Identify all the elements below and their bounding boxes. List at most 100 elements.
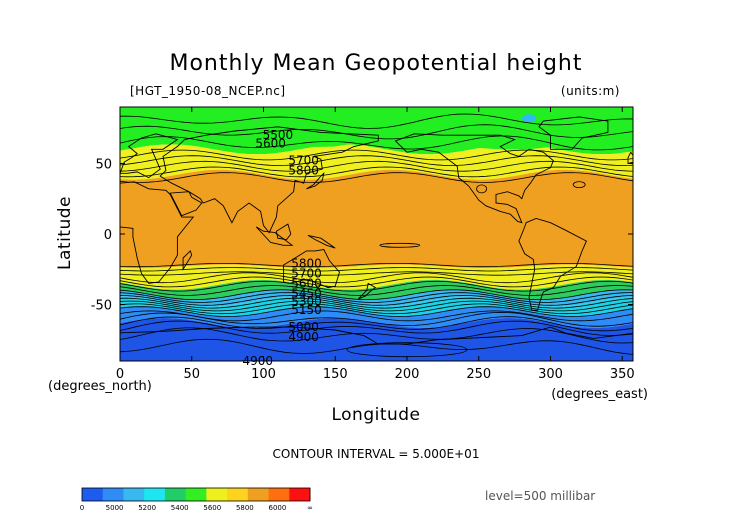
- colorbar-swatch: [123, 488, 145, 501]
- y-tick-label: -50: [91, 299, 112, 314]
- coastline: [182, 250, 193, 271]
- colorbar-tick-label: 0: [80, 504, 84, 512]
- x-tick-label: 150: [323, 367, 348, 382]
- contour-label: 5000: [288, 320, 319, 334]
- coastline: [306, 171, 325, 190]
- colorbar-tick-label: 5600: [203, 504, 221, 512]
- contour-line: [120, 311, 633, 327]
- contour-line: [120, 285, 633, 296]
- contour-label: 5700: [291, 267, 322, 281]
- colorbar-swatch: [227, 488, 249, 501]
- contour-label: 5450: [291, 286, 322, 300]
- contour-line: [120, 297, 633, 309]
- coastline: [159, 126, 379, 234]
- band-4900: [120, 318, 633, 361]
- units-label: (units:m): [561, 84, 620, 98]
- contour-line: [120, 155, 633, 167]
- plot-area: [120, 107, 633, 361]
- contour-labels: 5500560057005800580057005600545053005150…: [242, 128, 321, 368]
- coastline: [357, 282, 377, 300]
- colorbar: 0 5000 5200 5400 5600 5800 6000 ∞: [80, 487, 313, 512]
- colorbar-tick-label: ∞: [307, 504, 313, 512]
- contour-line: [120, 320, 633, 336]
- contour-line: [572, 181, 586, 189]
- contour-line: [120, 267, 633, 272]
- contour-label: 5800: [288, 164, 319, 178]
- contour-line: [476, 184, 488, 194]
- coastline: [307, 234, 336, 249]
- contour-label: 4900: [288, 330, 319, 344]
- x-tick-label: 0: [116, 367, 124, 382]
- contour-line: [120, 263, 633, 268]
- colorbar-swatch: [185, 488, 207, 501]
- x-tick-label: 200: [395, 367, 420, 382]
- contour-line: [120, 289, 633, 300]
- contour-line: [120, 306, 633, 317]
- coastline: [283, 249, 341, 289]
- x-unit-label: (degrees_east): [551, 387, 648, 402]
- contour-label: 5500: [263, 128, 294, 142]
- contour-line: [120, 149, 633, 161]
- contour-line: [120, 303, 633, 315]
- band-5700: [120, 161, 633, 180]
- x-tick-label: 300: [538, 367, 563, 382]
- polar-high-region: [120, 107, 633, 152]
- contour-line: [379, 242, 421, 248]
- x-tick-label: 250: [466, 367, 491, 382]
- chart-title: Monthly Mean Geopotential height: [169, 51, 582, 76]
- colorbar-tick-label: 5200: [138, 504, 156, 512]
- contour-label: 5300: [291, 295, 322, 309]
- contour-line: [120, 272, 633, 284]
- coastline: [275, 223, 292, 241]
- x-tick-label: 350: [610, 367, 635, 382]
- contour-bands: [120, 107, 633, 361]
- contour-line: [120, 292, 633, 303]
- colorbar-tick-label: 6000: [269, 504, 287, 512]
- contour-label: 5600: [255, 137, 286, 151]
- coastline: [394, 133, 554, 224]
- contour-line: [120, 300, 633, 312]
- y-axis-label: Latitude: [55, 196, 75, 270]
- contour-label: 5150: [291, 303, 322, 317]
- polar-low-spot: [521, 114, 536, 123]
- contour-label: 5800: [291, 257, 322, 271]
- colorbar-swatch: [144, 488, 166, 501]
- band-5800: [120, 169, 633, 269]
- x-tick-label: 100: [251, 367, 276, 382]
- colorbar-tick-label: 5000: [106, 504, 124, 512]
- colorbar-swatch: [164, 488, 187, 501]
- colorbar-swatch: [82, 488, 104, 501]
- y-axis: -50 0 50: [91, 157, 633, 314]
- contour-label: 5700: [288, 154, 319, 168]
- colorbar-swatch: [206, 488, 228, 501]
- coastline: [120, 181, 195, 284]
- coastline: [120, 326, 633, 361]
- y-tick-label: 50: [95, 157, 112, 172]
- x-axis-label: Longitude: [331, 405, 420, 425]
- band-5100: [120, 306, 633, 328]
- y-unit-label: (degrees_north): [48, 379, 152, 394]
- band-5400: [120, 289, 633, 307]
- level-text: level=500 millibar: [485, 489, 595, 503]
- contour-line: [120, 294, 633, 306]
- contour-line: [120, 316, 633, 332]
- coastline: [169, 191, 203, 217]
- y-tick-label: 0: [104, 228, 112, 243]
- colorbar-swatch: [289, 488, 311, 501]
- coastline: [518, 218, 587, 311]
- contour-line: [120, 113, 633, 129]
- colorbar-frame: [81, 487, 311, 502]
- contour-label: 5600: [291, 276, 322, 290]
- contour-label: 4900: [242, 354, 273, 368]
- contour-interval-text: CONTOUR INTERVAL = 5.000E+01: [273, 447, 480, 461]
- file-label: [HGT_1950-08_NCEP.nc]: [130, 84, 286, 98]
- contour-line: [120, 160, 633, 172]
- coastline: [255, 226, 294, 246]
- coastline: [120, 133, 179, 179]
- contour-line: [120, 271, 633, 276]
- x-tick-label: 50: [183, 367, 200, 382]
- contour-line: [120, 276, 633, 288]
- band-5600: [120, 279, 633, 300]
- x-axis: 0 50 100 150 200 250 300 350: [116, 107, 635, 382]
